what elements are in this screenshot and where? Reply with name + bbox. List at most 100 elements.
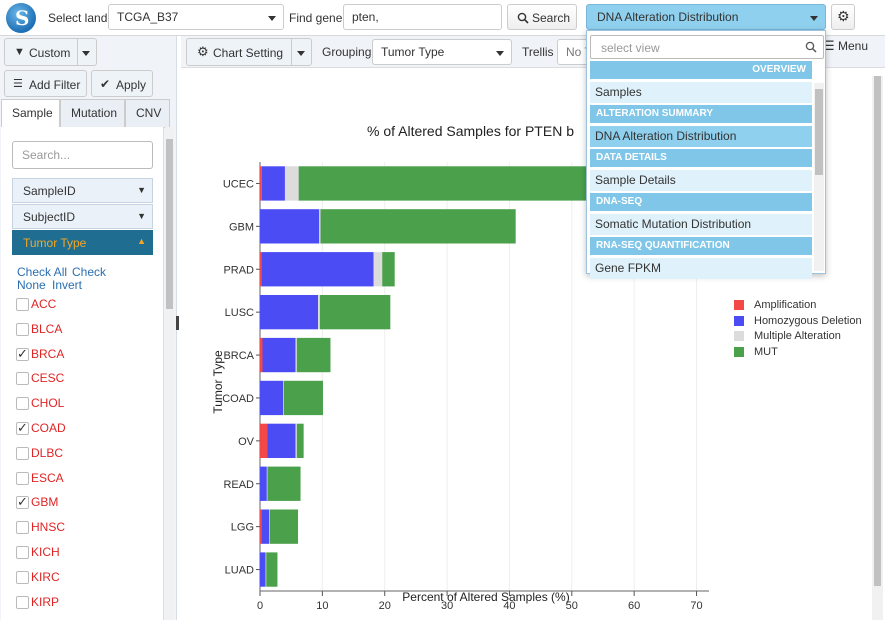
add-filter-icon: ☰ [13, 78, 23, 90]
bar-segment [284, 166, 299, 201]
bar-segment [320, 209, 516, 244]
invert-link[interactable]: Invert [52, 278, 83, 292]
tumor-type-label: ACC [31, 297, 57, 311]
y-tick-label: LGG [231, 522, 254, 534]
tumor-type-label: ESCA [31, 470, 64, 485]
bar-segment [260, 552, 266, 587]
tumor-type-checkbox[interactable] [16, 570, 29, 584]
search-input[interactable]: Search... [12, 141, 153, 169]
menu-label: Menu [838, 39, 869, 53]
tumor-type-checkbox[interactable] [16, 397, 29, 411]
gene-input[interactable]: pten, [343, 4, 502, 30]
bar-segment [267, 423, 296, 459]
bar-segment [283, 380, 284, 416]
y-tick-label: OV [238, 436, 255, 448]
chevron-down-icon [82, 51, 90, 56]
trellis-value: No T [566, 45, 592, 59]
tumor-type-checkbox[interactable] [16, 298, 29, 311]
legend-swatch [734, 315, 744, 326]
y-tick-label: COAD [222, 393, 254, 405]
apply-button[interactable]: ✔ Apply [91, 70, 153, 97]
x-tick-label: 60 [628, 600, 640, 612]
scrollbar-thumb[interactable] [874, 76, 881, 586]
check-all-link[interactable]: Check All [17, 265, 68, 279]
legend-swatch [734, 331, 744, 341]
tumor-type-checkbox[interactable] [16, 521, 29, 535]
gear-icon: ⚙ [837, 8, 850, 24]
tab-label: Sample [12, 106, 53, 120]
menu-button[interactable]: ☰ Menu [823, 38, 868, 54]
x-tick-label: 20 [379, 600, 391, 612]
tab-mutation[interactable]: Mutation [60, 99, 125, 128]
dropdown-section-header: ALTERATION SUMMARY [590, 105, 812, 123]
y-tick-label: UCEC [223, 178, 254, 190]
bar-segment [267, 466, 301, 501]
land-select[interactable]: TCGA_B37 [108, 4, 284, 30]
dropdown-section-header: DNA-SEQ [590, 193, 812, 211]
scrollbar[interactable] [165, 127, 174, 620]
panel-resize-handle[interactable] [176, 316, 179, 330]
search-icon [805, 41, 817, 53]
tumor-type-checkbox[interactable] [16, 471, 29, 485]
settings-button[interactable]: ⚙ [831, 4, 855, 30]
filter-label: SampleID [23, 184, 76, 198]
tumor-type-label: DLBC [31, 445, 64, 460]
legend-swatch [734, 300, 744, 310]
dropdown-search-input[interactable]: select view [590, 35, 824, 59]
grouping-select[interactable]: Tumor Type [372, 39, 512, 65]
x-tick-label: 10 [316, 600, 328, 612]
dropdown-scrollbar[interactable] [814, 83, 824, 271]
legend-label: Homozygous Deletion [754, 314, 862, 327]
divider [291, 39, 292, 65]
main-scrollbar[interactable] [872, 76, 883, 620]
bar-segment [319, 209, 321, 244]
bar-segment [266, 466, 268, 501]
dropdown-item[interactable]: Sample Details [590, 170, 812, 191]
search-button[interactable]: Search [507, 4, 577, 30]
tumor-type-checkbox[interactable] [16, 322, 29, 336]
y-tick-label: GBM [229, 221, 254, 233]
tumor-type-checkbox[interactable] [16, 494, 29, 510]
trellis-label: Trellis [522, 45, 554, 59]
custom-dropdown[interactable]: ▼ Custom [4, 38, 97, 66]
tumor-type-checkbox[interactable] [16, 372, 29, 386]
x-tick-label: 70 [690, 600, 702, 612]
legend-label: Multiple Alteration [754, 330, 841, 342]
tumor-type-checkbox[interactable] [16, 420, 29, 436]
dropdown-item[interactable]: Samples [590, 82, 812, 103]
tumor-type-checkbox[interactable] [16, 446, 29, 460]
custom-label: Custom [29, 46, 71, 60]
main-area: ⚙ Chart Setting Grouping Tumor Type Trel… [181, 36, 885, 620]
filter-tumor-type[interactable]: Tumor Type ▲ [12, 230, 153, 255]
filter-sampleid[interactable]: SampleID ▼ [12, 178, 153, 203]
view-select[interactable]: DNA Alteration Distribution [586, 4, 826, 30]
tumor-type-label: BLCA [31, 321, 63, 336]
scrollbar-thumb[interactable] [166, 139, 173, 309]
app-logo[interactable] [6, 3, 36, 33]
dropdown-item[interactable]: DNA Alteration Distribution [590, 126, 812, 147]
scrollbar-thumb[interactable] [815, 89, 823, 175]
tumor-type-checkbox[interactable] [16, 546, 29, 559]
dropdown-section-header: OVERVIEW [590, 61, 812, 79]
tumor-type-checkbox[interactable] [16, 346, 29, 362]
check-none-link[interactable]: Check [72, 265, 107, 279]
dropdown-item[interactable]: Somatic Mutation Distribution [590, 214, 812, 235]
add-filter-button[interactable]: ☰ Add Filter [4, 70, 87, 97]
check-none-link-2[interactable]: None [17, 278, 46, 292]
bar-segment [269, 509, 270, 544]
bar-segment [261, 252, 374, 287]
land-select-value: TCGA_B37 [117, 10, 179, 24]
bar-segment [260, 509, 262, 544]
dropdown-item[interactable]: Gene FPKM [590, 258, 812, 279]
bar-segment [317, 294, 320, 330]
tab-sample[interactable]: Sample [1, 99, 60, 128]
bar-segment [266, 552, 278, 587]
search-input-placeholder: Search... [22, 148, 71, 162]
tumor-type-checkbox[interactable] [16, 595, 29, 609]
tumor-type-label: BRCA [31, 346, 65, 361]
y-tick-label: LUAD [225, 565, 254, 577]
chart-setting-button[interactable]: ⚙ Chart Setting [186, 38, 312, 66]
filter-subjectid[interactable]: SubjectID ▼ [12, 204, 153, 229]
add-filter-label: Add Filter [29, 78, 81, 92]
tab-cnv[interactable]: CNV [125, 99, 170, 128]
